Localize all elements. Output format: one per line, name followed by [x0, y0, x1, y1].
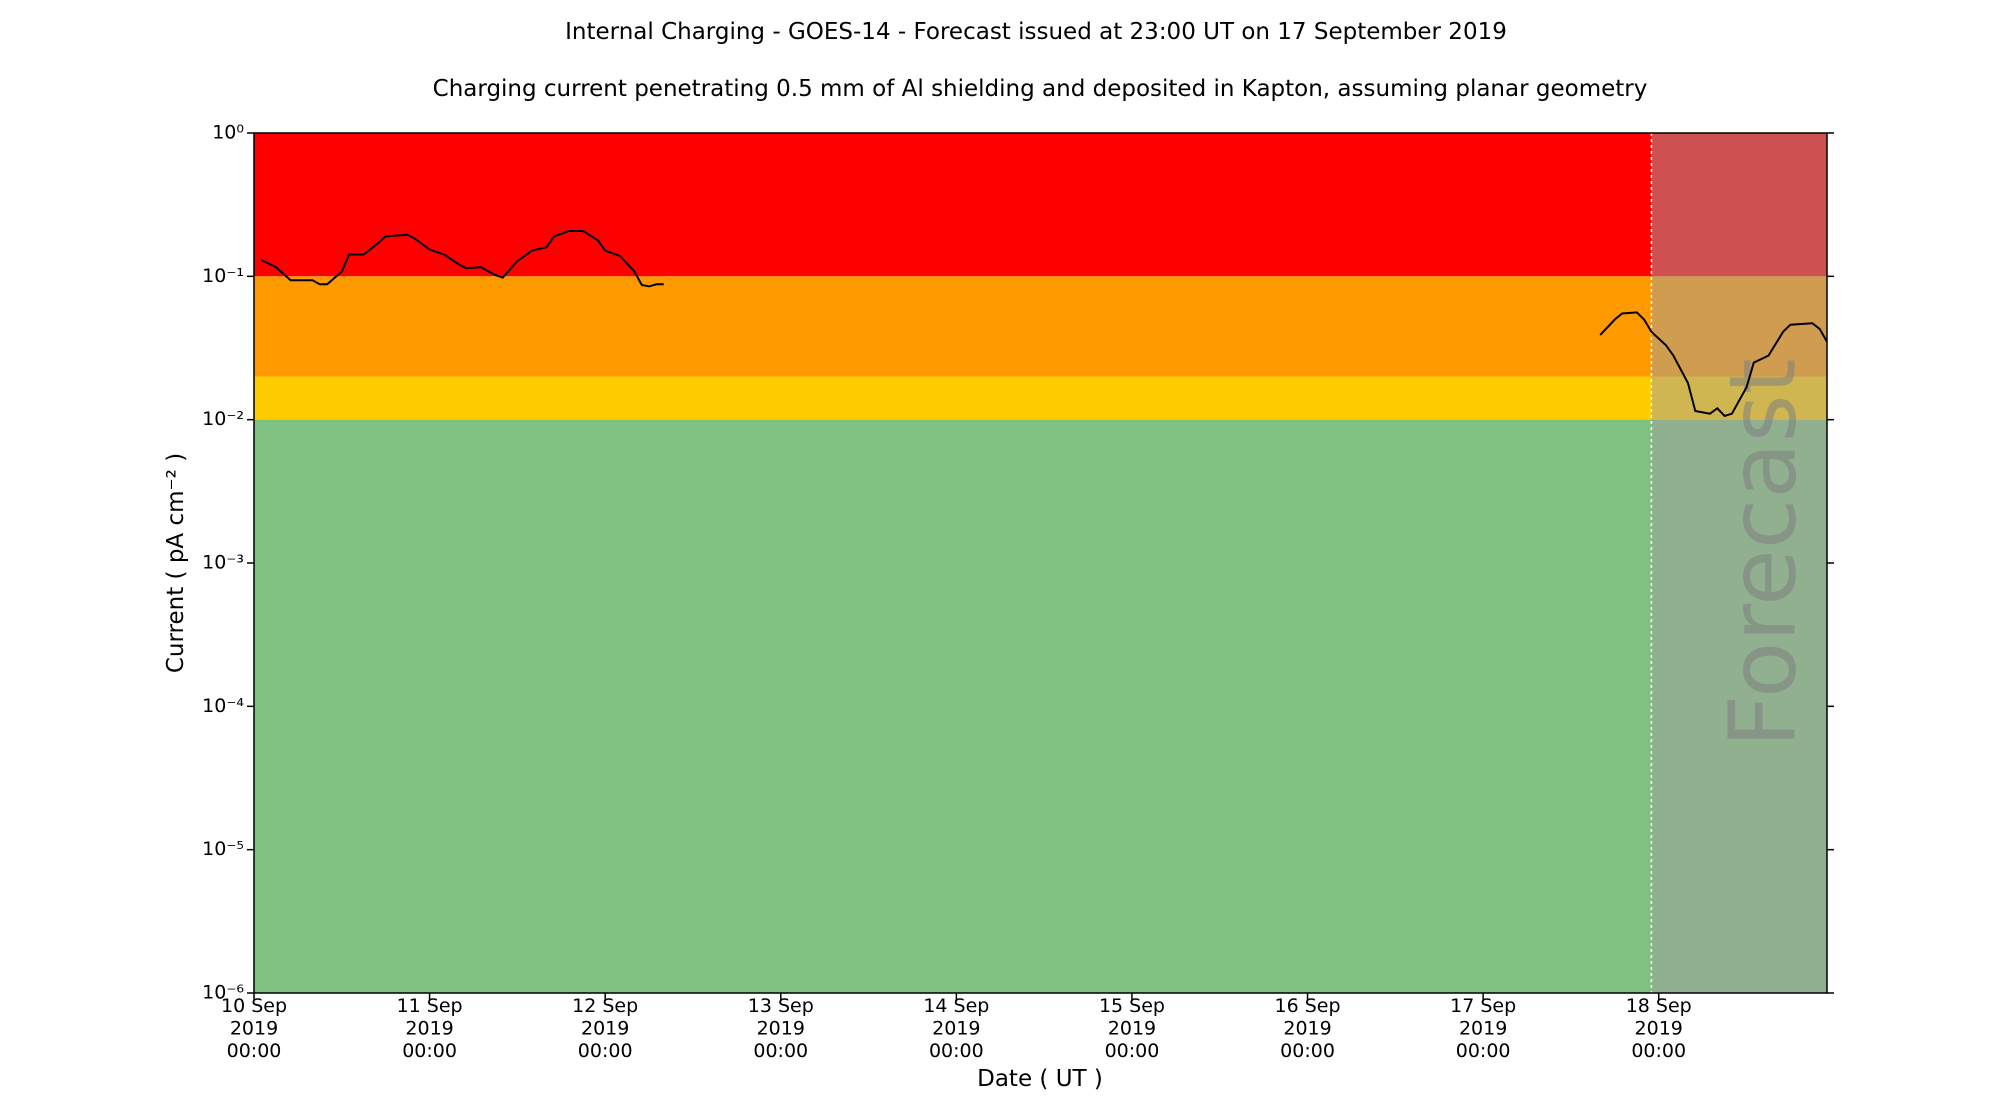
x-tick-label: 12 Sep 2019 00:00: [572, 995, 638, 1062]
x-tick-label-line: 00:00: [929, 1040, 984, 1062]
x-tick-label: 16 Sep 2019 00:00: [1275, 995, 1341, 1062]
x-tick-label-line: 00:00: [1456, 1040, 1511, 1062]
x-tick-label: 11 Sep 2019 00:00: [397, 995, 463, 1062]
y-tick-label: 10⁻⁶: [202, 982, 244, 1004]
forecast-label: Forecast: [1710, 358, 1817, 747]
x-tick-label-line: 2019: [581, 1018, 629, 1040]
x-tick-label-line: 10 Sep: [221, 995, 287, 1017]
x-tick-label-line: 12 Sep: [572, 995, 638, 1017]
x-tick-label-line: 2019: [757, 1018, 805, 1040]
chart-subtitle: Charging current penetrating 0.5 mm of A…: [433, 76, 1648, 102]
x-tick-label-line: 00:00: [578, 1040, 633, 1062]
x-tick-label-line: 00:00: [753, 1040, 808, 1062]
x-tick-label-line: 13 Sep: [748, 995, 814, 1017]
x-tick-label-line: 18 Sep: [1626, 995, 1692, 1017]
x-tick-label: 18 Sep 2019 00:00: [1626, 995, 1692, 1062]
x-tick-label: 13 Sep 2019 00:00: [748, 995, 814, 1062]
x-tick-label-line: 00:00: [402, 1040, 457, 1062]
x-tick-label-line: 2019: [1108, 1018, 1156, 1040]
x-tick-label-line: 2019: [405, 1018, 453, 1040]
x-tick-label-line: 16 Sep: [1275, 995, 1341, 1017]
x-tick-label-line: 2019: [1283, 1018, 1331, 1040]
risk-band: [254, 419, 1827, 994]
forecast-shade: [1651, 133, 1827, 993]
x-tick-label: 10 Sep 2019 00:00: [221, 995, 287, 1062]
x-tick-label-line: 2019: [932, 1018, 980, 1040]
x-tick-label-line: 15 Sep: [1099, 995, 1165, 1017]
x-tick-label-line: 11 Sep: [397, 995, 463, 1017]
x-tick-label-line: 2019: [1635, 1018, 1683, 1040]
y-tick-label: 10⁻⁴: [202, 695, 244, 717]
x-tick-label: 15 Sep 2019 00:00: [1099, 995, 1165, 1062]
x-axis-label: Date ( UT ): [977, 1066, 1103, 1092]
risk-band: [254, 376, 1827, 420]
data-line: [260, 230, 664, 288]
y-axis-label: Current ( pA cm⁻² ): [163, 453, 189, 673]
y-tick-label: 10⁻²: [202, 408, 244, 430]
y-tick-label: 10⁻⁵: [202, 838, 244, 860]
x-tick-label-line: 17 Sep: [1450, 995, 1516, 1017]
x-tick-label-line: 14 Sep: [923, 995, 989, 1017]
chart-title: Internal Charging - GOES-14 - Forecast i…: [565, 19, 1507, 45]
x-tick-label: 17 Sep 2019 00:00: [1450, 995, 1516, 1062]
y-tick-label: 10⁻¹: [202, 265, 244, 287]
data-line: [1599, 311, 1828, 418]
risk-band: [254, 133, 1827, 277]
x-tick-label-line: 00:00: [1105, 1040, 1160, 1062]
x-tick-label-line: 2019: [230, 1018, 278, 1040]
x-tick-label-line: 00:00: [227, 1040, 282, 1062]
y-tick-label: 10⁻³: [202, 552, 244, 574]
x-tick-label-line: 2019: [1459, 1018, 1507, 1040]
y-tick-label: 10⁰: [212, 122, 244, 144]
x-tick-label-line: 00:00: [1631, 1040, 1686, 1062]
x-tick-label-line: 00:00: [1280, 1040, 1335, 1062]
risk-band: [254, 276, 1827, 377]
x-tick-label: 14 Sep 2019 00:00: [923, 995, 989, 1062]
